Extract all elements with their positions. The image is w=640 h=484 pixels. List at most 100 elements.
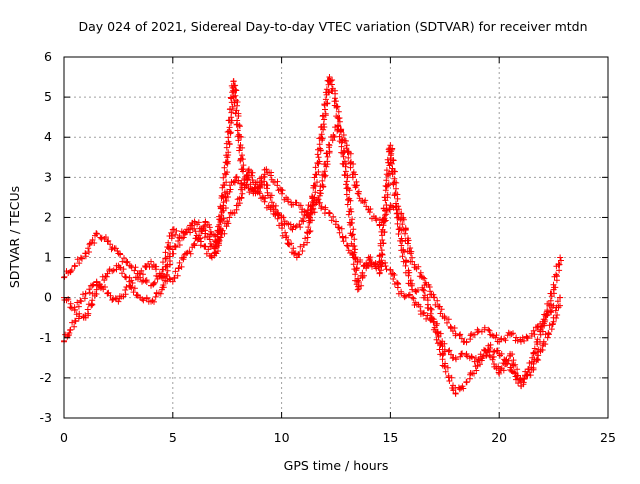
marker-trail <box>518 360 535 388</box>
marker-trail <box>288 199 300 208</box>
data-point <box>115 298 122 305</box>
marker-trail <box>496 352 514 374</box>
marker-trail <box>280 214 294 232</box>
marker-trail <box>398 246 416 289</box>
data-point <box>226 214 233 221</box>
x-axis-label: GPS time / hours <box>284 458 389 473</box>
data-point <box>517 338 524 345</box>
data-point <box>376 270 383 277</box>
marker-trail <box>304 158 323 237</box>
marker-trail <box>93 231 109 242</box>
data-point <box>148 258 155 265</box>
data-point <box>289 226 296 233</box>
marker-trail <box>430 318 449 369</box>
x-tick-label: 25 <box>600 430 616 445</box>
marker-trail <box>540 290 557 329</box>
marker-trail <box>128 274 141 286</box>
series-track-c <box>61 74 564 397</box>
marker-trail <box>398 214 415 265</box>
marker-trail <box>441 363 459 394</box>
marker-trail <box>475 324 488 335</box>
marker-trail <box>295 235 311 258</box>
data-point <box>557 254 564 261</box>
marker-trail <box>355 256 373 290</box>
data-point <box>343 142 350 149</box>
data-point <box>463 350 470 357</box>
marker-trail <box>191 219 209 235</box>
marker-trail <box>508 330 524 344</box>
data-point <box>557 294 564 301</box>
marker-trail <box>297 202 312 219</box>
marker-trail <box>240 166 256 193</box>
marker-trail <box>412 284 426 295</box>
marker-trail <box>290 217 305 231</box>
marker-trail <box>530 320 545 338</box>
marker-trail <box>116 250 131 266</box>
marker-trail <box>317 144 333 194</box>
marker-trail <box>82 230 100 257</box>
data-point <box>180 254 187 261</box>
y-tick-label: 5 <box>44 89 52 104</box>
marker-trail <box>127 283 141 299</box>
data-point <box>333 98 339 105</box>
marker-trail <box>331 102 351 181</box>
x-tick-label: 20 <box>491 430 507 445</box>
marker-trail <box>272 210 290 239</box>
data-point <box>409 294 416 301</box>
marker-trail <box>201 221 219 244</box>
y-tick-label: 2 <box>44 209 52 224</box>
marker-trail <box>149 289 164 305</box>
marker-trail <box>343 145 362 195</box>
marker-trail <box>487 341 501 355</box>
data-point <box>285 198 292 205</box>
data-point <box>343 242 350 249</box>
x-tick-label: 5 <box>169 430 177 445</box>
data-point <box>420 286 427 293</box>
marker-trail <box>332 221 351 249</box>
y-tick-label: 0 <box>44 290 52 305</box>
marker-trail <box>401 291 413 301</box>
marker-trail <box>540 320 556 348</box>
marker-trail <box>498 329 512 344</box>
marker-trail <box>284 236 299 257</box>
data-point <box>104 238 111 245</box>
data-point <box>409 258 416 265</box>
x-tick-label: 10 <box>274 430 290 445</box>
data-point <box>263 166 270 173</box>
y-tick-label: -3 <box>40 410 52 425</box>
data-point <box>387 266 394 273</box>
data-point <box>326 74 333 81</box>
data-point <box>420 274 427 281</box>
data-point <box>137 270 144 277</box>
x-tick-label: 0 <box>60 430 68 445</box>
plot-frame <box>63 56 609 419</box>
marker-trail <box>550 257 564 291</box>
marker-trail <box>506 351 525 390</box>
marker-trail <box>181 241 197 258</box>
marker-trail <box>529 326 546 365</box>
data-point <box>343 178 350 185</box>
data-point <box>354 190 361 197</box>
data-point <box>326 142 333 149</box>
data-point <box>274 182 281 189</box>
data-point <box>485 346 492 353</box>
marker-trail <box>116 264 133 281</box>
y-tick-label: -1 <box>40 330 52 345</box>
marker-trail <box>550 294 563 321</box>
data-points <box>61 74 564 397</box>
data-point <box>485 326 492 333</box>
data-point <box>272 206 279 213</box>
marker-trail <box>212 158 231 257</box>
axis-ticks: 0 5 10 15 20 25 -3 -2 -1 0 1 2 3 4 5 6 <box>40 49 616 445</box>
marker-trail <box>105 237 121 254</box>
data-point <box>528 330 535 337</box>
data-point <box>317 190 324 197</box>
data-point <box>315 154 322 161</box>
marker-trail <box>343 181 362 292</box>
y-tick-label: 1 <box>44 250 52 265</box>
data-point <box>202 218 209 225</box>
marker-trail <box>264 169 281 186</box>
